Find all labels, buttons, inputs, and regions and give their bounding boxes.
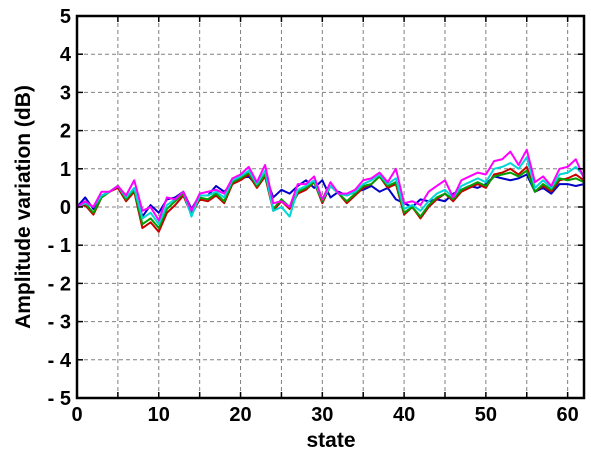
x-tick-label: 20: [229, 404, 251, 426]
x-tick-label: 50: [475, 404, 497, 426]
x-tick-label: 40: [393, 404, 415, 426]
y-tick-label: - 5: [48, 388, 71, 410]
y-tick-label: - 1: [48, 235, 71, 257]
y-axis-title: Amplitude variation (dB): [12, 85, 35, 329]
series-line-5: [76, 148, 585, 222]
x-tick-label: 10: [148, 404, 170, 426]
x-tick-label: 0: [71, 404, 82, 426]
y-tick-label: - 3: [48, 312, 71, 334]
y-tick-label: 1: [60, 159, 71, 181]
y-tick-label: - 4: [48, 350, 72, 372]
y-tick-label: 4: [60, 44, 72, 66]
y-tick-label: 0: [60, 197, 71, 219]
y-tick-label: 2: [60, 121, 71, 143]
x-tick-label: 30: [311, 404, 333, 426]
ticks: [76, 15, 584, 399]
x-tick-label: 60: [557, 404, 579, 426]
grid: [77, 16, 584, 398]
y-tick-label: 5: [60, 6, 71, 28]
x-axis-title: state: [306, 429, 355, 452]
series-line-4: [76, 156, 585, 226]
series-line-1: [76, 173, 585, 218]
series-group: [76, 148, 585, 233]
y-tick-label: 3: [60, 82, 71, 104]
y-tick-label: - 2: [48, 273, 71, 295]
